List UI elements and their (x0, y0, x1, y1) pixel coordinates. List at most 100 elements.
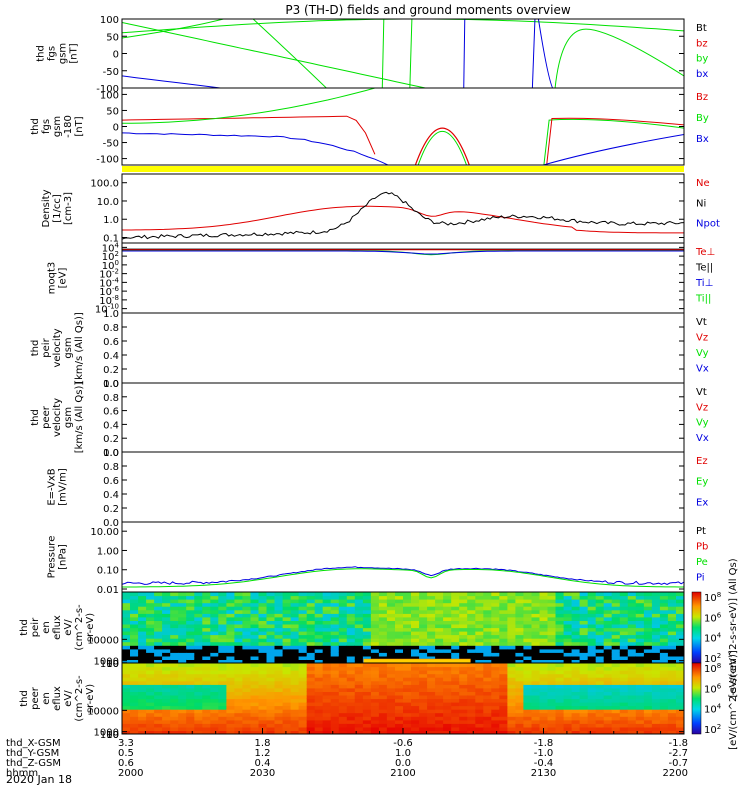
heatmap-cell (138, 634, 147, 639)
heatmap-cell (314, 698, 324, 703)
heatmap-cell (491, 666, 500, 671)
heatmap-cell (338, 684, 348, 689)
heatmap-cell (130, 645, 139, 650)
heatmap-cell (467, 620, 476, 625)
heatmap-cell (603, 702, 613, 707)
heatmap-cell (579, 634, 589, 639)
heatmap-cell (314, 641, 324, 646)
heatmap-cell (370, 645, 380, 650)
heatmap-cell (386, 712, 396, 717)
heatmap-cell (146, 620, 155, 625)
heatmap-cell (643, 726, 653, 731)
heatmap-cell (274, 624, 284, 629)
heatmap-cell (162, 606, 171, 611)
heatmap-cell (667, 624, 677, 629)
heatmap-cell (467, 655, 476, 660)
heatmap-cell (491, 702, 500, 707)
heatmap-cell (234, 680, 243, 685)
heatmap-cell (146, 655, 155, 660)
heatmap-cell (226, 726, 235, 731)
heatmap-cell (274, 723, 284, 728)
heatmap-cell (346, 687, 356, 692)
heatmap-cell (499, 730, 508, 734)
heatmap-cell (122, 624, 131, 629)
heatmap-cell (250, 599, 260, 604)
heatmap-cell (499, 616, 508, 621)
heatmap-cell (459, 709, 468, 714)
heatmap-cell (370, 616, 380, 621)
heatmap-cell (611, 709, 621, 714)
heatmap-cell (202, 677, 211, 682)
heatmap-cell (322, 627, 332, 632)
heatmap-cell (362, 726, 372, 731)
heatmap-cell (395, 648, 404, 653)
heatmap-cell (491, 698, 500, 703)
heatmap-cell (611, 613, 621, 618)
heatmap-cell (555, 599, 565, 604)
heatmap-cell (467, 687, 476, 692)
heatmap-cell (338, 652, 348, 657)
heatmap-cell (162, 705, 171, 710)
heatmap-cell (226, 606, 235, 611)
heatmap-cell (322, 698, 332, 703)
heatmap-cell (539, 716, 549, 721)
heatmap-cell (563, 592, 573, 597)
heatmap-cell (523, 592, 532, 597)
heatmap-cell (539, 655, 549, 660)
panels: 100500-50-100thdfgsgsm[nT]Btbzbybx100500… (19, 15, 720, 741)
heatmap-cell (579, 677, 589, 682)
heatmap-cell (419, 606, 428, 611)
y-tick-label: 0.4 (103, 490, 119, 501)
heatmap-cell (427, 627, 436, 632)
heatmap-cell (515, 695, 524, 700)
heatmap-cell (563, 670, 573, 675)
heatmap-cell (579, 709, 589, 714)
heatmap-cell (218, 592, 227, 597)
heatmap-cell (451, 595, 460, 600)
heatmap-cell (643, 719, 653, 724)
heatmap-cell (507, 592, 516, 597)
heatmap-cell (234, 648, 243, 653)
heatmap-cell (290, 631, 300, 636)
heatmap-cell (523, 680, 532, 685)
heatmap-cell (362, 641, 372, 646)
heatmap-cell (170, 684, 179, 689)
heatmap-cell (218, 599, 227, 604)
heatmap-cell (515, 719, 524, 724)
colorbar-0 (691, 591, 702, 664)
heatmap-cell (531, 624, 541, 629)
heatmap-cell (435, 634, 444, 639)
heatmap-cell (563, 634, 573, 639)
heatmap-cell (627, 655, 637, 660)
heatmap-cell (499, 659, 508, 663)
heatmap-cell (435, 648, 444, 653)
heatmap-cell (467, 602, 476, 607)
heatmap-cell (507, 616, 516, 621)
heatmap-cell (659, 606, 669, 611)
heatmap-cell (218, 641, 227, 646)
heatmap-cell (250, 602, 260, 607)
heatmap-cell (330, 677, 340, 682)
heatmap-cell (266, 702, 276, 707)
heatmap-cell (242, 641, 251, 646)
heatmap-cell (611, 631, 621, 636)
heatmap-cell (122, 616, 131, 621)
heatmap-cell (354, 705, 364, 710)
heatmap-cell (242, 613, 251, 618)
heatmap-cell (346, 627, 356, 632)
heatmap-cell (242, 638, 251, 643)
heatmap-cell (378, 691, 388, 696)
y-tick-label: 0.0 (103, 448, 119, 459)
heatmap-cell (282, 705, 292, 710)
heatmap-cell (194, 592, 203, 597)
heatmap-cell (194, 719, 203, 724)
y-tick-label: 100 (100, 15, 119, 26)
heatmap-cell (362, 719, 372, 724)
heatmap-cell (467, 705, 476, 710)
heatmap-cell (547, 606, 557, 611)
heatmap-cell (483, 638, 492, 643)
heatmap-cell (266, 631, 276, 636)
heatmap-cell (451, 655, 460, 660)
panel-frame (121, 242, 685, 314)
heatmap-cell (611, 645, 621, 650)
